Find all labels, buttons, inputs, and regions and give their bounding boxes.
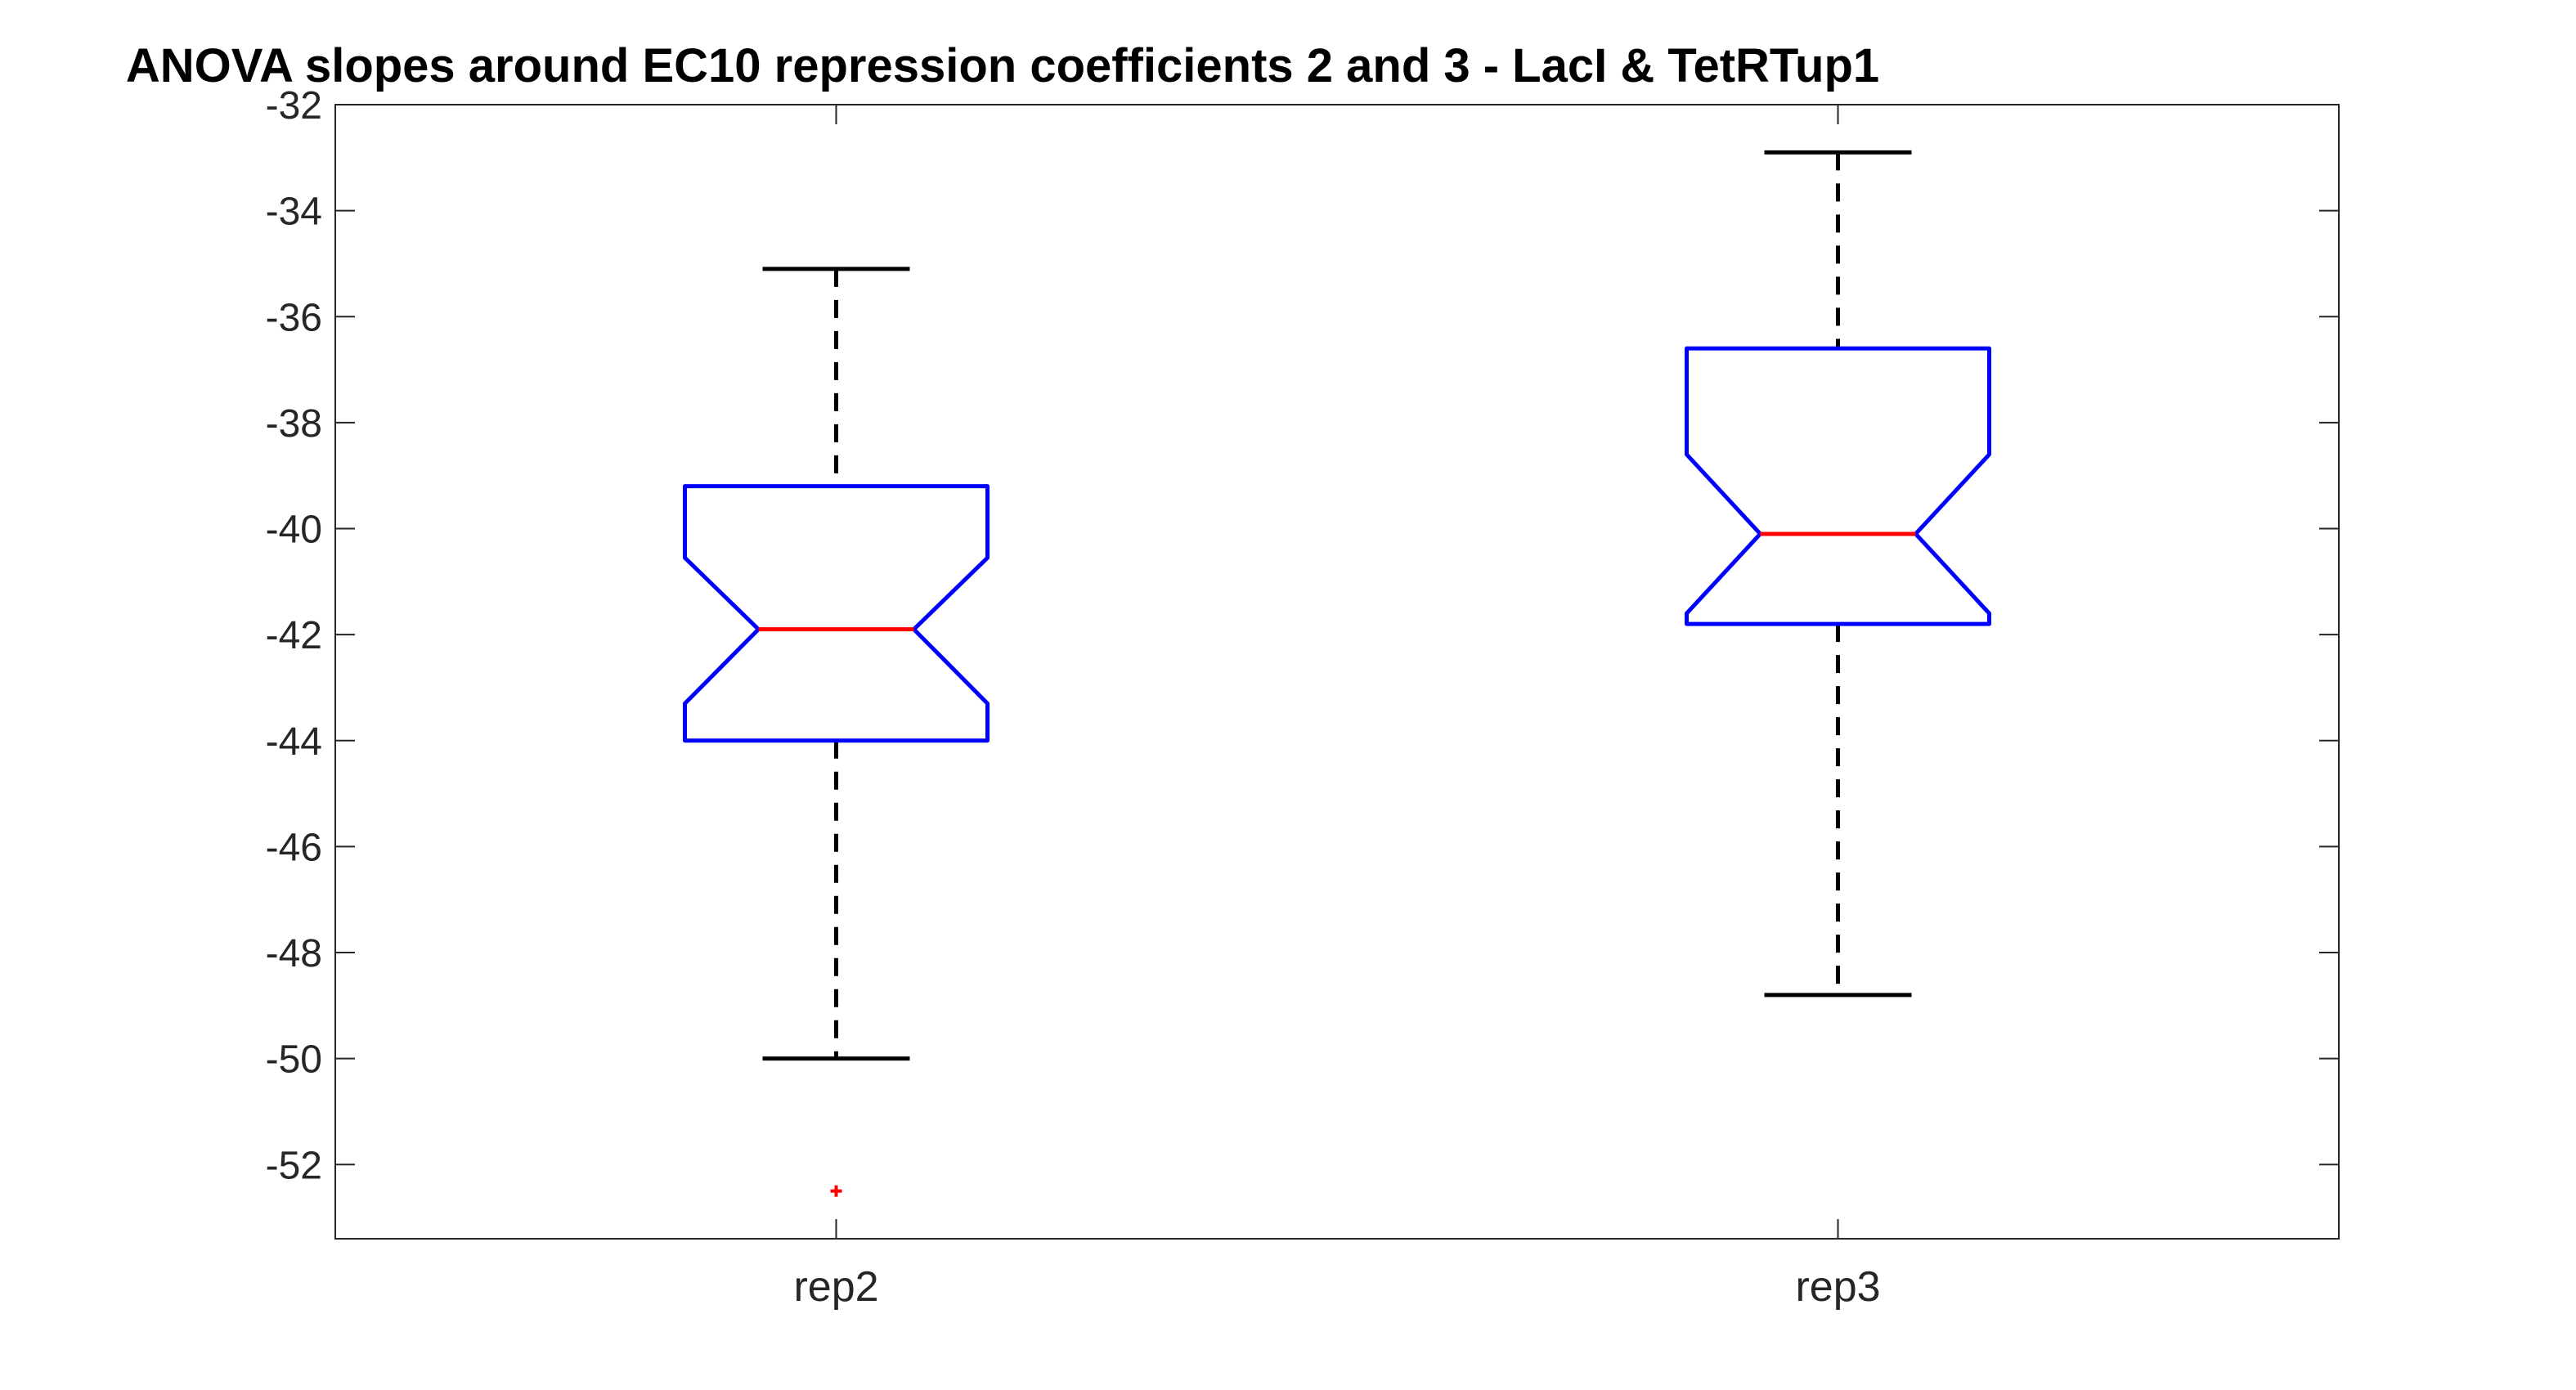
notched-box xyxy=(1685,346,1991,626)
y-tick-label: -50 xyxy=(266,1038,322,1082)
x-axis-ticks: rep2 rep3 xyxy=(793,105,1881,1311)
y-tick-label: -46 xyxy=(266,826,322,869)
box-rep2 xyxy=(683,267,990,1197)
y-tick-label: -42 xyxy=(266,614,322,657)
y-tick-label: -40 xyxy=(266,509,322,552)
y-tick-label: -34 xyxy=(266,191,322,234)
y-tick-label: -48 xyxy=(266,932,322,975)
chart-title: ANOVA slopes around EC10 repression coef… xyxy=(126,39,1879,92)
x-category-label: rep3 xyxy=(1795,1263,1880,1311)
y-tick-label: -32 xyxy=(266,84,322,128)
x-category-label: rep2 xyxy=(793,1263,878,1311)
y-tick-label: -44 xyxy=(266,720,322,764)
plot-area-frame xyxy=(334,104,2340,1240)
y-tick-label: -36 xyxy=(266,296,322,339)
box-rep3 xyxy=(1685,150,1991,998)
notched-box xyxy=(683,484,990,743)
y-tick-label: -52 xyxy=(266,1144,322,1187)
y-tick-label: -38 xyxy=(266,402,322,446)
y-axis-ticks: -32 -34 -36 -38 -40 -42 -44 -46 -48 -50 -52 xyxy=(266,84,2339,1187)
boxes-group xyxy=(683,150,1991,1197)
